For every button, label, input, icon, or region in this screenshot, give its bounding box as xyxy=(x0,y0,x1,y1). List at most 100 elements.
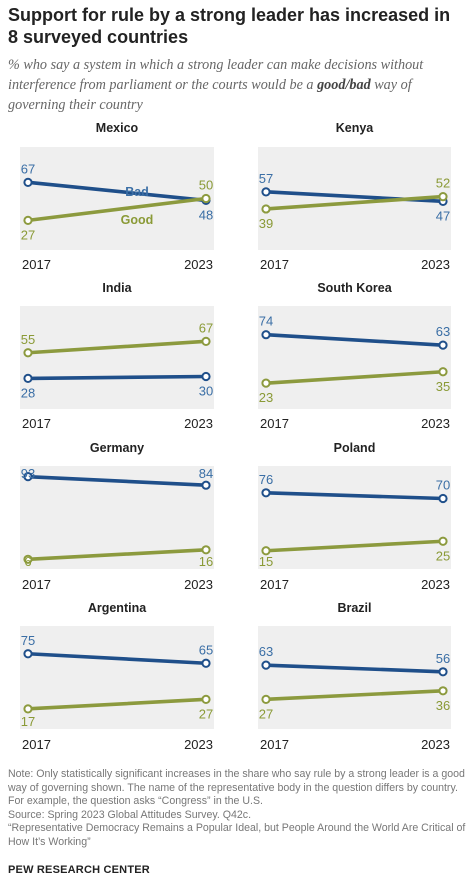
point-good-2017-india xyxy=(23,348,33,358)
x-tick-2023-germany: 2023 xyxy=(184,577,213,592)
x-tick-2017-poland: 2017 xyxy=(260,577,289,592)
point-good-2017-poland xyxy=(261,546,271,556)
series-label-good: Good xyxy=(121,213,154,227)
value-label-good-2023-kenya: 52 xyxy=(436,176,450,191)
point-bad-2017-brazil xyxy=(261,660,271,670)
value-label-good-2017-germany: 6 xyxy=(24,554,31,569)
point-bad-2023-south-korea xyxy=(438,340,448,350)
chart-subtitle: % who say a system in which a strong lea… xyxy=(8,55,466,115)
line-good-argentina xyxy=(26,697,208,711)
line-bad-india xyxy=(26,374,208,381)
value-label-bad-2023-mexico: 48 xyxy=(199,207,213,222)
value-label-bad-2023-brazil: 56 xyxy=(436,651,450,666)
point-good-2023-brazil xyxy=(438,686,448,696)
value-label-good-2023-south-korea: 35 xyxy=(436,379,450,394)
line-bad-mexico xyxy=(26,180,208,203)
x-tick-2017-kenya: 2017 xyxy=(260,257,289,272)
x-tick-2017-argentina: 2017 xyxy=(22,737,51,752)
panel-title-brazil: Brazil xyxy=(337,601,371,615)
value-label-bad-2017-india: 28 xyxy=(21,385,35,400)
point-bad-2017-india xyxy=(23,373,33,383)
report-title-text: “Representative Democracy Remains a Popu… xyxy=(8,822,466,848)
line-good-brazil xyxy=(264,688,445,702)
value-label-good-2023-poland: 25 xyxy=(436,548,450,563)
value-label-good-2017-poland: 15 xyxy=(259,554,273,569)
panel-title-kenya: Kenya xyxy=(336,121,375,135)
panel-bg-poland xyxy=(258,466,451,569)
line-good-south-korea xyxy=(264,369,445,385)
subtitle-prefix: % who say a system in which a strong lea… xyxy=(8,57,424,93)
line-bad-brazil xyxy=(264,663,445,674)
point-bad-2017-poland xyxy=(261,488,271,498)
line-good-germany xyxy=(26,547,208,562)
point-good-2023-mexico xyxy=(201,193,211,204)
subtitle-suffix: way of governing their country xyxy=(8,77,412,113)
value-label-bad-2017-kenya: 57 xyxy=(259,171,273,186)
line-good-india xyxy=(26,339,208,355)
point-good-2017-brazil xyxy=(261,694,271,704)
value-label-bad-2017-south-korea: 74 xyxy=(259,314,273,329)
point-good-2023-kenya xyxy=(438,192,448,202)
value-label-bad-2023-poland: 70 xyxy=(436,478,450,493)
series-label-bad: Bad xyxy=(125,185,149,199)
line-bad-argentina xyxy=(26,651,208,666)
value-label-good-2023-india: 67 xyxy=(199,320,213,335)
value-label-bad-2023-argentina: 65 xyxy=(199,642,213,657)
value-label-bad-2017-germany: 93 xyxy=(21,466,35,481)
point-good-2023-south-korea xyxy=(438,367,448,377)
point-bad-2017-south-korea xyxy=(261,330,271,340)
panel-title-mexico: Mexico xyxy=(96,121,139,135)
value-label-bad-2017-brazil: 63 xyxy=(259,644,273,659)
value-label-good-2017-south-korea: 23 xyxy=(259,390,273,405)
value-label-good-2017-mexico: 27 xyxy=(21,227,35,242)
value-label-bad-2023-kenya: 47 xyxy=(436,208,450,223)
x-tick-2023-poland: 2023 xyxy=(421,577,450,592)
line-bad-south-korea xyxy=(264,332,445,347)
x-tick-2023-mexico: 2023 xyxy=(184,257,213,272)
x-tick-2017-india: 2017 xyxy=(22,416,51,431)
point-good-2017-mexico xyxy=(23,215,33,225)
panel-bg-south-korea xyxy=(258,306,451,409)
point-good-2017-south-korea xyxy=(261,378,271,388)
subtitle-key: good/bad xyxy=(317,77,371,93)
x-tick-2023-argentina: 2023 xyxy=(184,737,213,752)
point-bad-2017-mexico xyxy=(23,177,33,187)
value-label-bad-2017-poland: 76 xyxy=(259,472,273,487)
panel-title-india: India xyxy=(102,281,132,295)
value-label-bad-2023-india: 30 xyxy=(199,384,213,399)
x-tick-2023-india: 2023 xyxy=(184,416,213,431)
point-bad-2023-germany xyxy=(201,480,211,490)
value-label-bad-2023-germany: 84 xyxy=(199,466,213,481)
panel-bg-argentina xyxy=(20,626,214,729)
chart-title: Support for rule by a strong leader has … xyxy=(8,5,451,47)
value-label-good-2017-argentina: 17 xyxy=(21,714,35,729)
point-good-2023-india xyxy=(201,336,211,346)
point-good-2017-germany xyxy=(23,554,33,564)
panel-bg-india xyxy=(20,306,214,409)
value-label-bad-2023-south-korea: 63 xyxy=(436,324,450,339)
value-label-good-2023-argentina: 27 xyxy=(199,706,213,721)
point-bad-2023-india xyxy=(201,371,211,382)
panel-title-poland: Poland xyxy=(334,441,376,455)
line-good-mexico xyxy=(26,196,208,223)
point-good-2017-kenya xyxy=(261,204,271,214)
line-bad-germany xyxy=(26,474,208,488)
line-good-poland xyxy=(264,539,445,553)
line-bad-poland xyxy=(264,490,445,501)
point-good-2017-argentina xyxy=(23,704,33,714)
value-label-good-2017-kenya: 39 xyxy=(259,216,273,231)
value-label-good-2023-mexico: 50 xyxy=(199,178,213,193)
x-tick-2023-south-korea: 2023 xyxy=(421,416,450,431)
point-good-2023-germany xyxy=(201,545,211,555)
brand-logo-text: PEW RESEARCH CENTER xyxy=(8,864,150,876)
point-bad-2017-kenya xyxy=(261,187,271,197)
value-label-bad-2017-argentina: 75 xyxy=(21,633,35,648)
point-bad-2017-argentina xyxy=(23,649,33,659)
panel-title-argentina: Argentina xyxy=(88,601,147,615)
point-bad-2023-argentina xyxy=(201,658,211,668)
panel-title-south-korea: South Korea xyxy=(317,281,392,295)
x-tick-2017-brazil: 2017 xyxy=(260,737,289,752)
note-block: Note: Only statistically significant inc… xyxy=(8,768,468,850)
source-text: Source: Spring 2023 Global Attitudes Sur… xyxy=(8,808,252,821)
note-text: Note: Only statistically significant inc… xyxy=(8,768,465,808)
